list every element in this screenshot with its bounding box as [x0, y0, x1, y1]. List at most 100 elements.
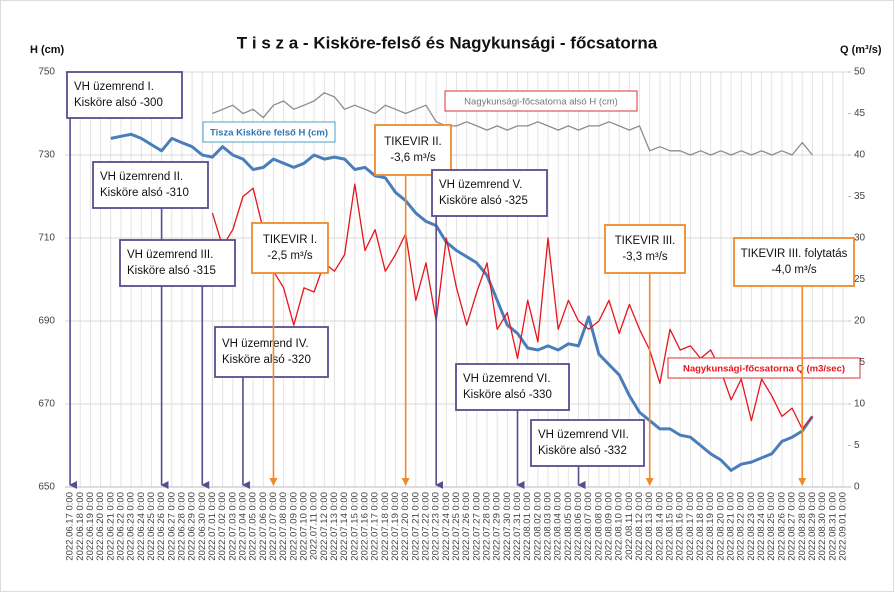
- annotation-box: [119, 239, 236, 287]
- y-tick-label: 710: [38, 233, 55, 244]
- x-tick-label: 2022.07.30 0:00: [502, 492, 513, 561]
- x-tick-label: 2022.08.30 0:00: [817, 492, 828, 561]
- x-tick-label: 2022.07.20 0:00: [400, 492, 411, 561]
- x-tick-label: 2022.08.03 0:00: [543, 492, 554, 561]
- x-tick-label: 2022.08.01 0:00: [522, 492, 533, 561]
- x-tick-label: 2022.09.01 0:00: [837, 492, 848, 561]
- annotation-text: -3,6 m³/s: [390, 152, 436, 164]
- y-tick-label: 650: [38, 482, 55, 493]
- annotation-text: -4,0 m³/s: [771, 264, 817, 276]
- x-tick-label: 2022.08.29 0:00: [807, 492, 818, 561]
- annotation-text: VH üzemrend VII.: [538, 429, 629, 441]
- x-tick-label: 2022.06.26 0:00: [156, 492, 167, 561]
- x-tick-label: 2022.08.13 0:00: [644, 492, 655, 561]
- annotation-text: VH üzemrend III.: [127, 249, 213, 261]
- y2-tick-label: 20: [854, 316, 866, 327]
- x-tick-label: 2022.07.15 0:00: [349, 492, 360, 561]
- x-tick-label: 2022.07.24 0:00: [441, 492, 452, 561]
- annotation-text: Kisköre alsó -310: [100, 187, 189, 199]
- series-label: Tisza Kisköre felső H (cm): [210, 128, 328, 139]
- x-tick-label: 2022.08.20 0:00: [715, 492, 726, 561]
- x-tick-label: 2022.08.02 0:00: [532, 492, 543, 561]
- x-tick-label: 2022.07.11 0:00: [309, 492, 320, 560]
- annotation-box: [374, 124, 452, 176]
- x-tick-label: 2022.07.21 0:00: [410, 492, 421, 561]
- annotation-text: VH üzemrend VI.: [463, 373, 551, 385]
- x-tick-label: 2022.06.20 0:00: [95, 492, 106, 561]
- x-tick-label: 2022.07.26 0:00: [461, 492, 472, 561]
- annotation-box: [251, 222, 329, 274]
- x-tick-label: 2022.07.19 0:00: [390, 492, 401, 561]
- x-tick-label: 2022.08.04 0:00: [553, 492, 564, 561]
- x-tick-label: 2022.06.19 0:00: [85, 492, 96, 561]
- x-tick-label: 2022.08.10 0:00: [614, 492, 625, 561]
- x-tick-label: 2022.08.14 0:00: [654, 492, 665, 561]
- annotation-text: TIKEVIR II.: [384, 136, 442, 148]
- x-tick-label: 2022.08.07 0:00: [583, 492, 594, 561]
- y2-tick-label: 0: [854, 482, 860, 493]
- y-tick-label: 750: [38, 67, 55, 78]
- chart-title: T i s z a - Kisköre-felső és Nagykunsági…: [237, 33, 658, 52]
- x-tick-label: 2022.07.06 0:00: [258, 492, 269, 561]
- x-tick-label: 2022.08.08 0:00: [593, 492, 604, 561]
- x-tick-label: 2022.06.29 0:00: [187, 492, 198, 561]
- x-tick-label: 2022.07.27 0:00: [471, 492, 482, 561]
- series-line: [212, 92, 813, 156]
- annotation-text: Kisköre alsó -315: [127, 265, 216, 277]
- x-tick-label: 2022.08.26 0:00: [776, 492, 787, 561]
- annotation-box: [66, 71, 183, 119]
- x-tick-label: 2022.08.16 0:00: [675, 492, 686, 561]
- x-tick-label: 2022.07.12 0:00: [319, 492, 330, 561]
- series-label-box: [202, 121, 336, 143]
- annotation-text: -2,5 m³/s: [267, 250, 313, 262]
- x-tick-label: 2022.07.18 0:00: [380, 492, 391, 561]
- annotation-text: -3,3 m³/s: [622, 251, 668, 263]
- y-tick-label: 730: [38, 150, 55, 161]
- x-tick-label: 2022.07.22 0:00: [421, 492, 432, 561]
- annotation-box: [214, 326, 329, 378]
- x-tick-label: 2022.07.08 0:00: [278, 492, 289, 561]
- x-tick-label: 2022.08.21 0:00: [726, 492, 737, 561]
- x-tick-label: 2022.07.01 0:00: [207, 492, 218, 561]
- annotation-text: Kisköre alsó -320: [222, 354, 311, 366]
- x-tick-label: 2022.07.29 0:00: [492, 492, 503, 561]
- x-tick-label: 2022.08.17 0:00: [685, 492, 696, 561]
- annotation-box: [92, 161, 209, 209]
- y2-tick-label: 45: [854, 108, 866, 119]
- series-line: [110, 132, 814, 472]
- x-tick-label: 2022.08.23 0:00: [746, 492, 757, 561]
- x-tick-label: 2022.07.25 0:00: [451, 492, 462, 561]
- series-label: Nagykunsági-főcsatorna alsó H (cm): [464, 97, 618, 108]
- y2-tick-label: 25: [854, 274, 866, 285]
- y2-tick-label: 10: [854, 399, 866, 410]
- annotation-box: [455, 363, 570, 411]
- annotation-text: Kisköre alsó -332: [538, 445, 627, 457]
- x-tick-label: 2022.06.25 0:00: [146, 492, 157, 561]
- x-tick-label: 2022.07.04 0:00: [237, 492, 248, 561]
- x-tick-label: 2022.06.22 0:00: [115, 492, 126, 561]
- annotation-text: VH üzemrend IV.: [222, 338, 309, 350]
- x-tick-label: 2022.08.28 0:00: [797, 492, 808, 561]
- x-tick-label: 2022.07.28 0:00: [482, 492, 493, 561]
- x-tick-label: 2022.06.24 0:00: [136, 492, 147, 561]
- series-label-box: [444, 90, 638, 112]
- x-tick-label: 2022.07.02 0:00: [217, 492, 228, 561]
- y-tick-label: 670: [38, 399, 55, 410]
- annotation-box: [530, 419, 645, 467]
- x-tick-label: 2022.07.05 0:00: [248, 492, 259, 561]
- annotation-text: VH üzemrend I.: [74, 81, 154, 93]
- x-tick-label: 2022.06.30 0:00: [197, 492, 208, 561]
- x-tick-label: 2022.08.09 0:00: [604, 492, 615, 561]
- annotation-text: Kisköre alsó -330: [463, 389, 552, 401]
- x-tick-label: 2022.06.27 0:00: [166, 492, 177, 561]
- x-tick-label: 2022.08.27 0:00: [787, 492, 798, 561]
- y2-tick-label: 50: [854, 67, 866, 78]
- annotation-text: Kisköre alsó -325: [439, 195, 528, 207]
- x-tick-label: 2022.06.17 0:00: [65, 492, 76, 561]
- annotation-text: TIKEVIR III.: [615, 235, 676, 247]
- annotation-text: TIKEVIR I.: [263, 234, 317, 246]
- series-line: [211, 183, 813, 430]
- x-tick-label: 2022.07.13 0:00: [329, 492, 340, 561]
- y2-tick-label: 35: [854, 191, 866, 202]
